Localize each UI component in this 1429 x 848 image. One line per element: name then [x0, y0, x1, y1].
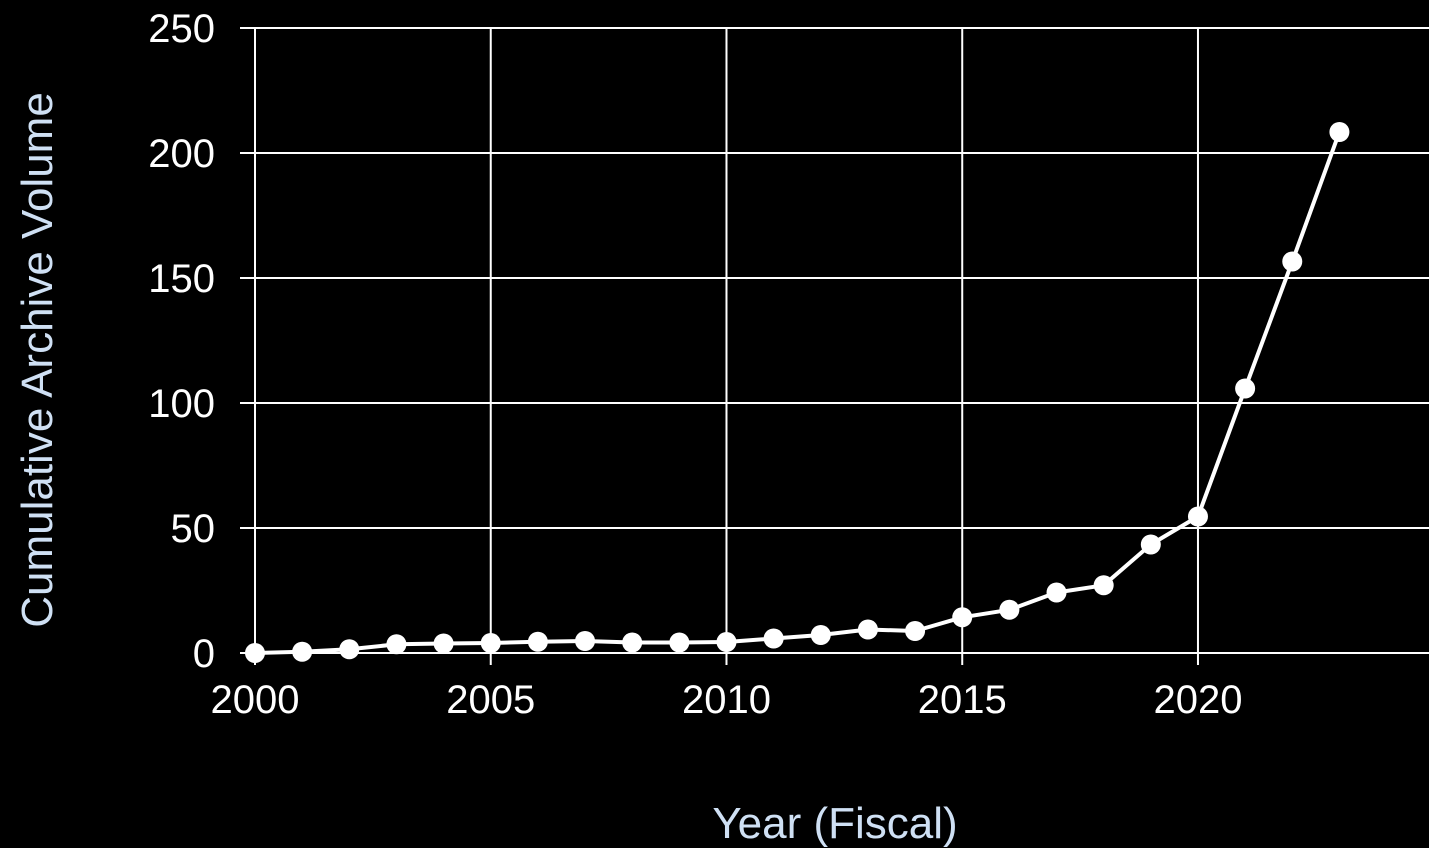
data-point [1046, 582, 1067, 603]
y-tick-label: 50 [171, 507, 216, 551]
data-point [292, 641, 313, 662]
data-point [527, 631, 548, 652]
data-point [1282, 251, 1303, 272]
y-tick-label: 0 [193, 632, 215, 676]
y-tick-label: 200 [148, 132, 215, 176]
data-point [716, 632, 737, 652]
data-point [339, 639, 360, 660]
data-point [622, 632, 643, 653]
data-point [245, 643, 265, 663]
data-point [480, 633, 501, 653]
data-point [1187, 506, 1208, 527]
data-point [857, 619, 878, 640]
data-point [1093, 575, 1114, 596]
data-point [1140, 534, 1161, 555]
y-axis-title: Cumulative Archive Volume [13, 92, 62, 628]
series-line-group [245, 122, 1350, 663]
x-tick-label: 2005 [446, 678, 535, 722]
y-tick-label: 150 [148, 257, 215, 301]
data-point [1329, 122, 1350, 142]
series-line [254, 131, 1342, 655]
data-point [999, 599, 1020, 620]
x-axis-title: Year (Fiscal) [712, 799, 957, 848]
x-axis-ticks: 2000 2005 2010 2015 2020 [211, 678, 1243, 722]
x-tick-label: 2000 [211, 678, 300, 722]
y-axis-ticks: 0 50 100 150 200 250 [148, 7, 215, 676]
grid [240, 27, 1429, 665]
y-tick-label: 100 [148, 382, 215, 426]
data-point [763, 628, 784, 649]
data-point [386, 634, 407, 655]
x-tick-label: 2015 [918, 678, 1007, 722]
data-point [1235, 378, 1256, 399]
x-tick-label: 2020 [1153, 678, 1242, 722]
data-point [952, 607, 973, 628]
data-point [433, 633, 454, 654]
x-tick-label: 2010 [682, 678, 771, 722]
data-point [905, 621, 926, 641]
data-point [575, 631, 596, 651]
data-point [669, 632, 690, 653]
data-point [810, 625, 831, 645]
y-tick-label: 250 [148, 7, 215, 51]
